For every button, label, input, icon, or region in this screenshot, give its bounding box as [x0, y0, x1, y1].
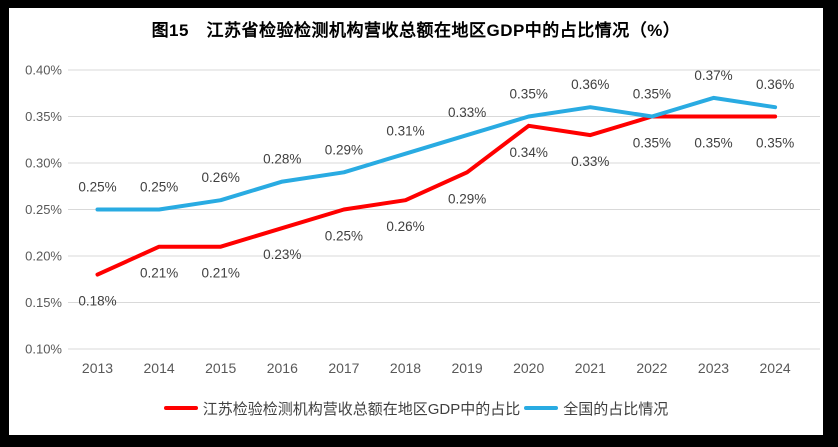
- y-tick-label: 0.35%: [25, 109, 62, 124]
- data-label-series-1: 0.28%: [263, 152, 301, 167]
- x-tick-label: 2019: [452, 360, 483, 376]
- data-label-series-1: 0.36%: [571, 77, 609, 92]
- legend-item-jiangsu: 江苏检验检测机构营收总额在地区GDP中的占比: [163, 398, 521, 419]
- data-label-series-0: 0.35%: [756, 136, 794, 151]
- x-tick-label: 2020: [513, 360, 544, 376]
- jiangsu-series-line-swatch: [163, 406, 198, 410]
- y-tick-label: 0.15%: [25, 295, 62, 310]
- legend: 江苏检验检测机构营收总额在地区GDP中的占比 全国的占比情况: [9, 398, 823, 418]
- data-label-series-1: 0.36%: [756, 77, 794, 92]
- x-tick-label: 2016: [267, 360, 298, 376]
- data-label-series-1: 0.37%: [694, 68, 732, 83]
- y-tick-label: 0.10%: [25, 342, 62, 357]
- legend-label-national: 全国的占比情况: [563, 400, 669, 418]
- data-label-series-0: 0.34%: [510, 145, 548, 160]
- data-label-series-1: 0.35%: [510, 87, 548, 102]
- data-label-series-0: 0.21%: [202, 266, 240, 281]
- data-label-series-0: 0.35%: [633, 136, 671, 151]
- y-tick-label: 0.25%: [25, 202, 62, 217]
- chart-canvas: [9, 8, 823, 435]
- data-label-series-0: 0.26%: [386, 219, 424, 234]
- data-label-series-0: 0.35%: [694, 136, 732, 151]
- national-series-line-swatch: [524, 406, 559, 410]
- x-tick-label: 2013: [82, 360, 113, 376]
- data-label-series-1: 0.29%: [325, 142, 363, 157]
- legend-item-national: 全国的占比情况: [524, 398, 668, 419]
- data-label-series-0: 0.29%: [448, 191, 486, 206]
- chart-title: 图15 江苏省检验检测机构营收总额在地区GDP中的占比情况（%）: [151, 21, 681, 40]
- data-label-series-0: 0.33%: [571, 154, 609, 169]
- data-label-series-1: 0.35%: [633, 87, 671, 102]
- data-label-series-1: 0.25%: [78, 180, 116, 195]
- data-label-series-0: 0.18%: [78, 294, 116, 309]
- legend-label-jiangsu: 江苏检验检测机构营收总额在地区GDP中的占比: [202, 400, 521, 418]
- x-tick-label: 2015: [205, 360, 236, 376]
- y-tick-label: 0.40%: [25, 63, 62, 78]
- x-tick-label: 2017: [328, 360, 359, 376]
- y-tick-label: 0.30%: [25, 156, 62, 171]
- data-label-series-1: 0.25%: [140, 180, 178, 195]
- series-line-1: [95, 95, 778, 212]
- data-label-series-0: 0.21%: [140, 266, 178, 281]
- data-label-series-1: 0.26%: [202, 170, 240, 185]
- x-tick-label: 2022: [636, 360, 667, 376]
- data-label-series-0: 0.25%: [325, 229, 363, 244]
- x-tick-label: 2023: [698, 360, 729, 376]
- data-label-series-0: 0.23%: [263, 247, 301, 262]
- x-tick-label: 2021: [575, 360, 606, 376]
- series-line-0: [95, 114, 778, 277]
- data-label-series-1: 0.31%: [386, 124, 424, 139]
- x-tick-label: 2024: [760, 360, 791, 376]
- data-label-series-1: 0.33%: [448, 105, 486, 120]
- x-tick-label: 2014: [144, 360, 175, 376]
- y-tick-label: 0.20%: [25, 249, 62, 264]
- x-tick-label: 2018: [390, 360, 421, 376]
